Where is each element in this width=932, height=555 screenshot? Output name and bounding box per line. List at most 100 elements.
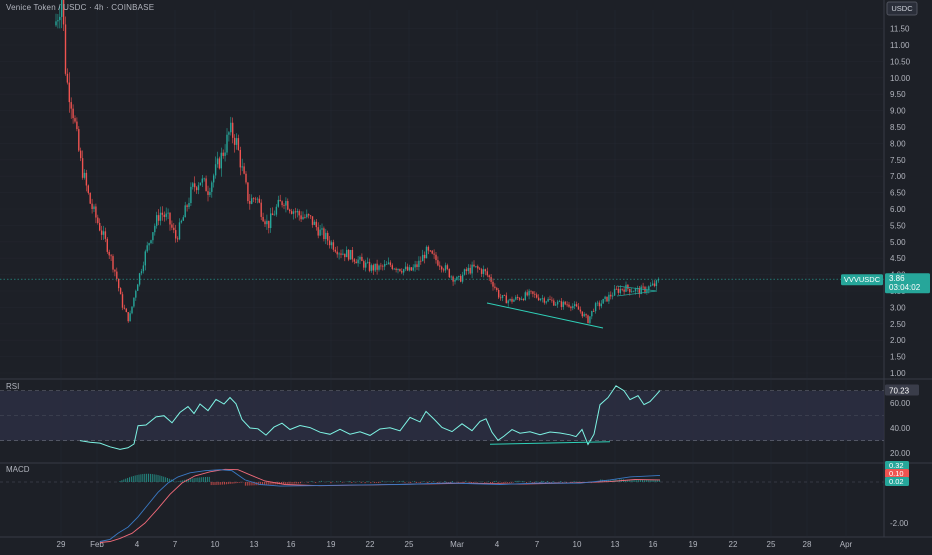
price-axis-tick: 10.00 — [890, 74, 911, 83]
candle-body — [488, 275, 490, 278]
candle-body — [380, 265, 382, 267]
candle-body — [469, 267, 471, 274]
candle-body — [461, 274, 464, 282]
candle-body — [452, 276, 454, 282]
candle-body — [218, 158, 221, 169]
candle-body — [68, 82, 70, 103]
candle-body — [627, 284, 629, 289]
candle-body — [574, 304, 576, 307]
candle-body — [602, 298, 604, 304]
time-axis-label: 10 — [573, 540, 582, 549]
candle-body — [325, 232, 327, 240]
candle-body — [277, 199, 279, 207]
candle-body — [142, 265, 145, 272]
candle-body — [328, 240, 331, 246]
candle-body — [570, 306, 572, 309]
rsi-last-value: 70.23 — [889, 386, 910, 395]
candle-body — [621, 288, 623, 290]
candle-body — [657, 279, 659, 281]
candle-body — [184, 205, 186, 218]
candle-body — [224, 152, 226, 156]
candle-body — [317, 227, 319, 236]
candle-body — [615, 288, 618, 290]
candle-body — [433, 253, 435, 255]
candle-body — [304, 217, 306, 218]
macd-value-box — [885, 469, 909, 478]
candle-body — [167, 212, 169, 214]
candle-body — [384, 264, 386, 267]
macd-label: MACD — [6, 465, 30, 474]
candle-body — [214, 164, 217, 176]
candle-body — [376, 263, 378, 270]
candle-body — [646, 290, 648, 292]
macd-line — [99, 469, 661, 542]
candle-body — [446, 265, 449, 269]
candle-body — [156, 215, 158, 226]
candle-body — [420, 260, 422, 262]
price-axis-tick: 9.00 — [890, 107, 906, 116]
candle-body — [308, 214, 310, 216]
candle-body — [306, 214, 308, 218]
candle-body — [178, 222, 181, 240]
candle-body — [575, 304, 578, 307]
candle-body — [403, 269, 405, 273]
last-price-value: 3.86 — [889, 274, 905, 283]
candle-body — [222, 152, 224, 156]
candle-body — [515, 296, 517, 300]
candle-body — [408, 267, 411, 271]
candle-body — [195, 187, 198, 191]
rsi-axis-tick: 40.00 — [890, 424, 911, 433]
candle-body — [135, 290, 137, 298]
time-axis-label: 19 — [327, 540, 336, 549]
candle-body — [638, 287, 640, 295]
candle-body — [330, 242, 333, 246]
candle-body — [585, 314, 587, 316]
candle-body — [232, 122, 234, 138]
candle-body — [256, 198, 259, 200]
candle-body — [197, 185, 200, 191]
candle-body — [72, 108, 74, 119]
candle-body — [399, 268, 401, 272]
candle-body — [441, 266, 443, 270]
candle-body — [271, 213, 274, 216]
candle-body — [100, 230, 103, 235]
price-axis-tick: 1.00 — [890, 369, 906, 378]
candle-body — [482, 269, 485, 274]
candle-body — [423, 254, 426, 259]
candle-body — [209, 191, 211, 195]
candle-body — [292, 211, 295, 214]
candle-body — [106, 238, 108, 252]
price-axis-tick: 10.50 — [890, 57, 911, 66]
candle-body — [359, 256, 361, 260]
candle-body — [233, 137, 236, 145]
candle-body — [598, 302, 601, 307]
pennant-lower-line — [616, 290, 658, 297]
candle-body — [252, 198, 255, 200]
candle-body — [435, 254, 437, 261]
candle-body — [188, 203, 190, 207]
candle-body — [311, 216, 314, 225]
candle-body — [205, 178, 207, 192]
pennant-upper-line — [616, 285, 658, 292]
rsi-axis-tick: 20.00 — [890, 449, 911, 458]
candle-body — [429, 250, 431, 252]
candle-body — [207, 191, 209, 195]
candle-body — [366, 261, 369, 263]
candle-body — [285, 201, 287, 206]
candle-body — [372, 265, 374, 271]
candle-body — [556, 301, 559, 305]
candle-body — [78, 129, 80, 151]
candle-body — [414, 264, 416, 268]
candle-body — [499, 297, 502, 299]
candle-body — [137, 284, 139, 291]
candle-body — [378, 265, 380, 270]
candle-body — [524, 292, 526, 301]
candle-body — [387, 262, 390, 265]
candle-body — [332, 242, 335, 250]
candle-body — [517, 296, 519, 298]
candle-body — [123, 307, 126, 309]
candle-body — [203, 178, 205, 180]
candle-body — [363, 261, 365, 268]
